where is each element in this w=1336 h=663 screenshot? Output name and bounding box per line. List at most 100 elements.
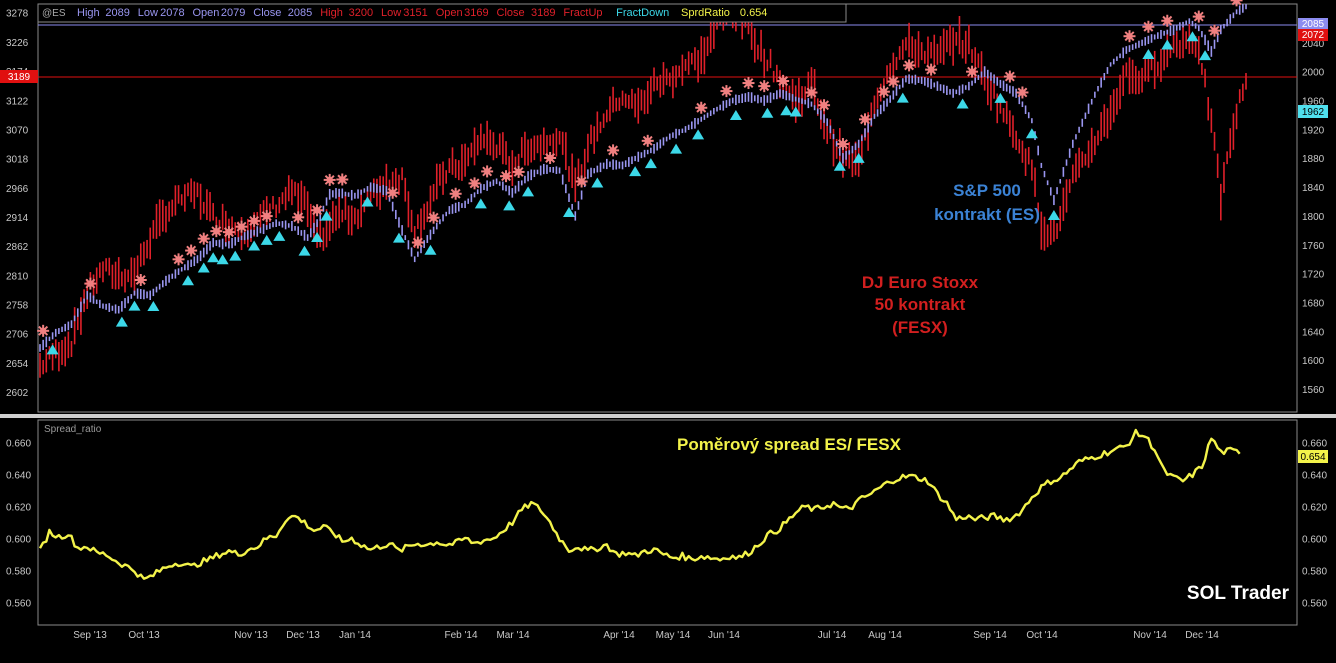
panel-separator[interactable]: [0, 414, 1336, 418]
left-tick-label: 3018: [6, 155, 29, 166]
fractal-up-marker: [758, 80, 771, 93]
fractal-up-marker: [818, 99, 831, 112]
fractal-down-marker: [248, 240, 261, 251]
x-tick-label: Oct '13: [128, 630, 160, 641]
fractal-down-marker: [1199, 50, 1212, 61]
left-tick-label: 2706: [6, 330, 29, 341]
fractal-up-marker: [1123, 30, 1136, 43]
badge-right-blue-text: 2085: [1302, 19, 1325, 30]
header-item-value: 2079: [221, 7, 245, 19]
right-tick-label: 1880: [1302, 154, 1325, 165]
header-item-label: Low: [138, 7, 158, 19]
left-tick-label: 3226: [6, 38, 29, 49]
fractal-down-marker: [311, 232, 324, 243]
x-tick-label: Dec '14: [1185, 630, 1219, 641]
left-tick-label: 2966: [6, 184, 29, 195]
fractal-down-marker: [563, 206, 576, 217]
spread-tick-label: 0.580: [1302, 566, 1327, 577]
fractal-up-marker: [925, 63, 938, 76]
left-tick-label: 2654: [6, 359, 29, 370]
right-tick-label: 1920: [1302, 125, 1325, 136]
header-item-label: Close: [497, 7, 525, 19]
fractal-up-marker: [777, 75, 790, 88]
spread-tick-label: 0.640: [1302, 471, 1327, 482]
fractal-up-marker: [903, 59, 916, 72]
right-axis: 2040 2000 1960 1920 1880 1840 1800 1760 1720 1680…: [1302, 39, 1325, 396]
spread-tick-label: 0.620: [1302, 503, 1327, 514]
x-tick-label: Jan '14: [339, 630, 371, 641]
x-tick-label: Aug '14: [868, 630, 902, 641]
right-tick-label: 1760: [1302, 241, 1325, 252]
fractal-down-marker: [392, 232, 405, 243]
badge-right-red-text: 2072: [1302, 30, 1325, 41]
fractal-down-marker: [46, 344, 59, 355]
spread-tick-label: 0.600: [1302, 534, 1327, 545]
right-tick-label: 1840: [1302, 183, 1325, 194]
fractal-up-marker: [544, 151, 557, 164]
spread-tick-label-left: 0.600: [6, 534, 31, 545]
header-item-label: Low: [381, 7, 401, 19]
fractal-down-marker: [1025, 128, 1038, 139]
fractal-up-marker: [235, 220, 248, 233]
header-item-label: High: [77, 7, 100, 19]
fractal-up-marker: [1230, 0, 1243, 7]
fractal-up-marker: [1192, 10, 1205, 23]
header-item-value: 2078: [160, 7, 184, 19]
right-tick-label: 1680: [1302, 299, 1325, 310]
spread-tick-label-left: 0.640: [6, 471, 31, 482]
badge-right-yellow: [1298, 450, 1328, 463]
fractal-up-marker: [311, 204, 324, 217]
x-tick-label: Nov '14: [1133, 630, 1167, 641]
header-item-label: Open: [193, 7, 220, 19]
fractal-down-marker: [644, 158, 657, 169]
x-tick-label: Feb '14: [444, 630, 477, 641]
annotation-es-line2: kontrakt (ES): [934, 205, 1040, 224]
fractal-up-marker: [427, 211, 440, 224]
fractal-up-marker: [336, 173, 349, 186]
badge-left-red: [0, 70, 38, 83]
x-tick-label: Sep '14: [973, 630, 1007, 641]
annotation-es-line1: S&P 500: [953, 181, 1021, 200]
right-tick-label: 1800: [1302, 212, 1325, 223]
fractal-down-marker: [761, 107, 774, 118]
fractal-up-marker: [323, 173, 336, 186]
fractal-up-marker: [512, 165, 525, 178]
header-legend: High 2089 Low 2078 Open 2079 Close 2085 High 3200…: [77, 7, 767, 19]
fractal-down-marker: [197, 262, 210, 273]
fractal-down-marker: [729, 109, 742, 120]
right-tick-label: 2040: [1302, 39, 1325, 50]
fractal-up-marker: [720, 85, 733, 98]
spread-tick-label: 0.560: [1302, 598, 1327, 609]
fractal-down-marker: [896, 92, 909, 103]
fractal-up-marker: [248, 214, 261, 227]
fractal-up-marker: [197, 232, 210, 245]
fractal-up-marker: [172, 253, 185, 266]
header-item-label: High: [320, 7, 343, 19]
annotation-spread: Poměrový spread ES/ FESX: [677, 435, 902, 454]
symbol-label: @ES: [42, 8, 66, 19]
fractal-down-marker: [1142, 49, 1155, 60]
fractal-down-marker: [852, 152, 865, 163]
fractal-up-marker: [695, 101, 708, 114]
left-tick-label: 2862: [6, 242, 29, 253]
fractal-up-marker: [210, 225, 223, 238]
left-tick-label: 3122: [6, 96, 29, 107]
left-axis: 3278322631743122307030182966291428622810…: [6, 9, 29, 399]
fractal-down-marker: [115, 316, 128, 327]
header-item-value: 0.654: [740, 7, 768, 19]
fractal-up-marker: [386, 186, 399, 199]
fractal-up-marker: [84, 277, 97, 290]
x-tick-label: Mar '14: [496, 630, 529, 641]
header-item-label: Open: [436, 7, 463, 19]
spread-panel-title: Spread_ratio: [44, 424, 102, 435]
badge-left-red-text: 3189: [8, 72, 31, 83]
spread-tick-label-left: 0.620: [6, 503, 31, 514]
fractal-down-marker: [361, 196, 374, 207]
fractal-down-marker: [1161, 39, 1174, 50]
fractal-down-marker: [298, 245, 311, 256]
fractal-down-marker: [670, 143, 683, 154]
header-legend-box: [37, 3, 847, 23]
header-item-value: 3169: [464, 7, 488, 19]
